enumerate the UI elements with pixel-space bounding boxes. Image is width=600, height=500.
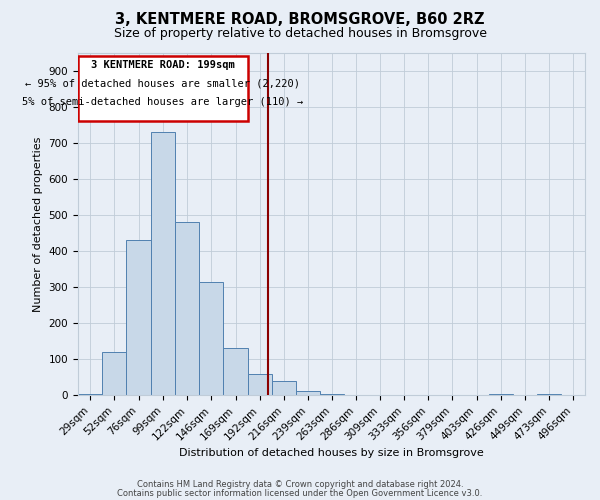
Bar [199, 282, 223, 396]
Bar [223, 348, 248, 396]
Bar [296, 391, 320, 396]
Y-axis label: Number of detached properties: Number of detached properties [33, 136, 43, 312]
Bar [272, 381, 296, 396]
Bar [175, 222, 199, 396]
Bar [78, 56, 248, 121]
Bar [320, 394, 344, 396]
Bar [248, 374, 272, 396]
Text: 5% of semi-detached houses are larger (110) →: 5% of semi-detached houses are larger (1… [22, 98, 304, 108]
Text: Contains public sector information licensed under the Open Government Licence v3: Contains public sector information licen… [118, 488, 482, 498]
Bar [102, 352, 126, 396]
Bar [488, 394, 512, 396]
X-axis label: Distribution of detached houses by size in Bromsgrove: Distribution of detached houses by size … [179, 448, 484, 458]
Bar [537, 394, 561, 396]
Bar [78, 394, 102, 396]
Bar [151, 132, 175, 396]
Text: 3, KENTMERE ROAD, BROMSGROVE, B60 2RZ: 3, KENTMERE ROAD, BROMSGROVE, B60 2RZ [115, 12, 485, 28]
Text: Contains HM Land Registry data © Crown copyright and database right 2024.: Contains HM Land Registry data © Crown c… [137, 480, 463, 489]
Text: ← 95% of detached houses are smaller (2,220): ← 95% of detached houses are smaller (2,… [25, 78, 300, 88]
Bar [126, 240, 151, 396]
Text: Size of property relative to detached houses in Bromsgrove: Size of property relative to detached ho… [113, 28, 487, 40]
Text: 3 KENTMERE ROAD: 199sqm: 3 KENTMERE ROAD: 199sqm [91, 60, 235, 70]
